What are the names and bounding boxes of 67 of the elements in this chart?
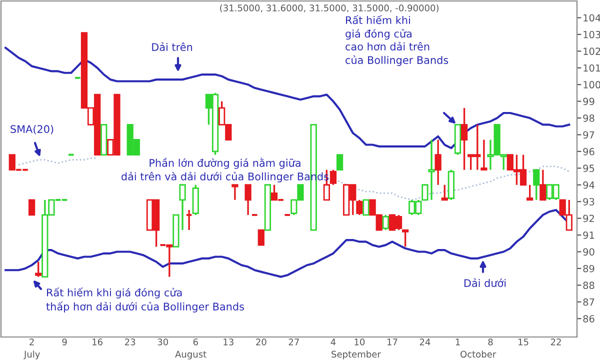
annotation: Dải dưới [464,278,506,288]
text: September [332,350,381,360]
x-tick-label: 22 [550,338,561,346]
y-tick-label: 90 [583,248,594,256]
y-tick-label: 89 [583,264,594,272]
y-tick-label: 103 [584,30,600,38]
annotation: Rất hiếm khi giá đóng cửa thấp hơn dải dưới của Bollinger Bands [46,287,244,313]
y-tick-label: 88 [583,282,594,290]
y-tick-label: 96 [583,148,594,156]
x-tick-label: 15 [518,338,528,346]
x-tick-label: 2 [30,338,34,346]
y-tick-label: 94 [583,181,594,189]
y-tick-label: 99 [583,98,594,106]
x-tick-label: 20 [256,338,266,346]
x-tick-label: 30 [158,338,168,346]
x-tick-label: 6 [193,338,198,346]
annotation: SMA(20) [10,124,54,134]
candlestick [258,229,264,246]
text: July [24,350,40,360]
candlestick [35,260,42,278]
candlestick [382,214,389,231]
candlestick [434,138,442,186]
text: August [175,350,206,360]
y-tick-label: 87 [583,298,594,306]
x-tick-label: 24 [420,338,430,346]
candlestick [526,184,534,201]
candlestick [356,199,363,216]
x-tick-label: 16 [92,338,103,346]
candlestick [441,184,448,201]
y-tick-label: 91 [583,232,594,239]
y-tick-label: 95 [583,164,594,172]
candlestick [428,138,435,201]
text: October [460,350,496,358]
annotation: Rất hiếm khi giá đóng cửa cao hơn dải trên của Bollinger Bands [346,15,448,66]
x-tick-label: 9 [62,338,67,346]
candlestick [540,169,546,201]
y-tick-label: 93 [583,198,594,206]
x-tick-label: 10 [354,338,365,346]
x-tick-label: 17 [387,338,398,346]
candlestick [362,199,370,216]
candlestick [232,184,238,201]
x-tick-label: 4 [330,338,336,346]
x-tick-label: 13 [224,338,234,346]
x-tick-label: 23 [125,338,136,346]
x-tick-label: 1 [456,338,460,346]
candlestick [460,107,468,171]
annotation: Dải trên [152,42,192,52]
candlestick [422,184,428,201]
candlestick [402,229,409,248]
y-tick-label: 102 [584,48,600,55]
y-tick-label: 97 [583,131,594,139]
y-tick-label: 86 [583,315,594,322]
chart-title: (31.5000, 31.6000, 31.5000, 31.5000, -0.90000) [220,4,439,12]
candlestick [28,199,36,216]
candlestick [533,169,540,201]
y-tick-label: 98 [583,114,594,122]
y-tick-label: 101 [584,64,600,72]
candlestick [244,184,252,216]
candlestick [336,154,344,171]
y-tick-label: 92 [583,214,594,222]
x-tick-label: 8 [488,338,493,346]
candlestick [480,138,488,171]
candlestick [179,184,186,231]
x-tick-label: 27 [288,338,299,346]
y-tick-label: 100 [584,81,600,88]
candlestick [185,209,193,231]
candlestick [330,169,337,186]
